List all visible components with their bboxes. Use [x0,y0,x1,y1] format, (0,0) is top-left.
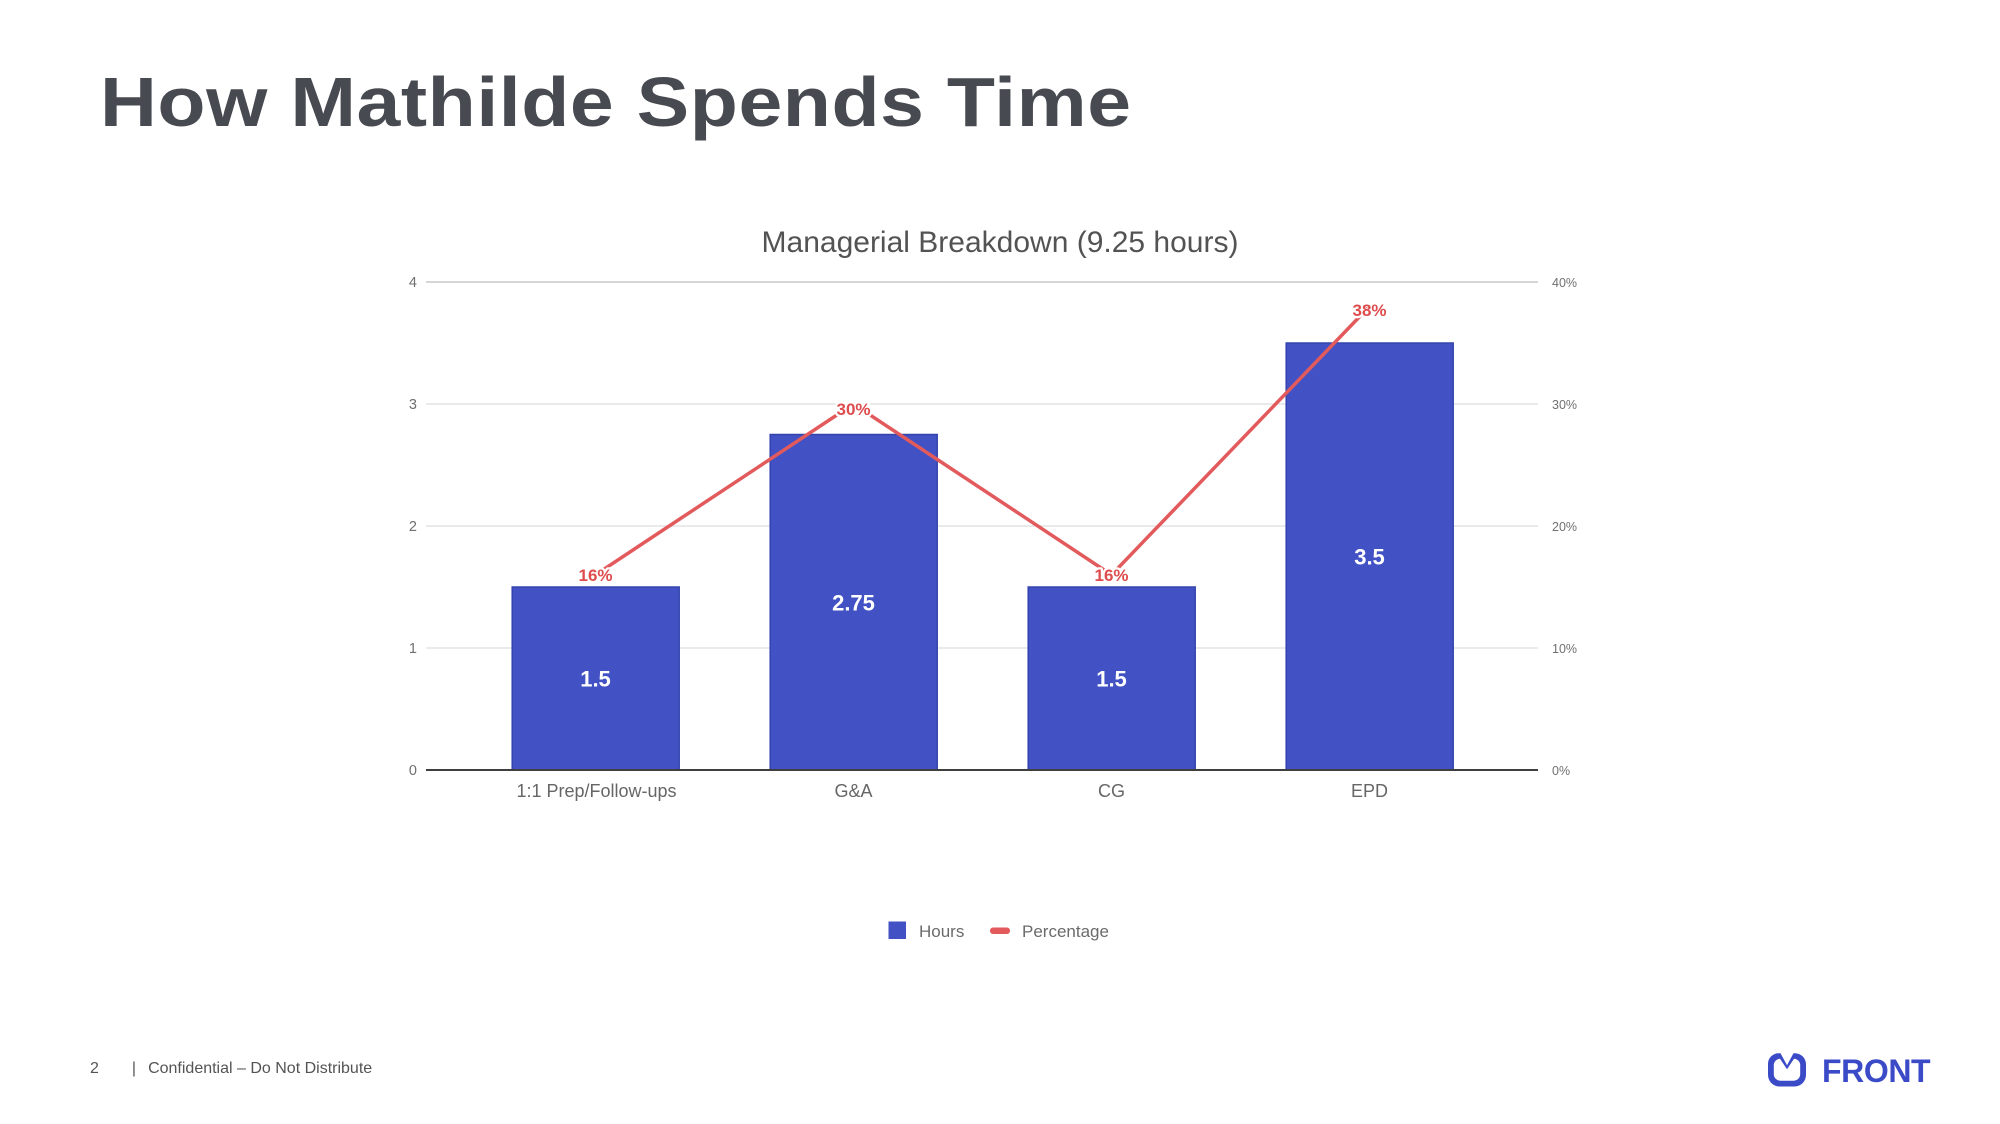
svg-text:3.5: 3.5 [1354,545,1385,570]
svg-text:Percentage: Percentage [1022,922,1109,941]
svg-text:10%: 10% [1552,642,1577,656]
svg-text:4: 4 [409,275,417,291]
svg-text:EPD: EPD [1351,781,1388,801]
svg-text:Hours: Hours [919,922,964,941]
svg-text:1.5: 1.5 [580,667,611,692]
svg-text:30%: 30% [1552,398,1577,412]
svg-text:16%: 16% [578,566,612,585]
svg-text:1.5: 1.5 [1096,667,1127,692]
svg-text:1:1 Prep/Follow-ups: 1:1 Prep/Follow-ups [516,781,676,801]
svg-text:CG: CG [1098,781,1125,801]
svg-text:Managerial Breakdown (9.25 hou: Managerial Breakdown (9.25 hours) [762,226,1239,259]
svg-text:2: 2 [409,519,417,535]
svg-text:30%: 30% [836,400,870,419]
svg-text:FRONT: FRONT [1822,1053,1931,1089]
svg-text:3: 3 [409,397,417,413]
svg-text:0: 0 [409,763,417,779]
svg-text:1: 1 [409,641,417,657]
svg-text:16%: 16% [1094,566,1128,585]
svg-text:0%: 0% [1552,764,1570,778]
svg-text:38%: 38% [1352,301,1386,320]
svg-text:2.75: 2.75 [832,591,875,616]
svg-text:G&A: G&A [834,781,872,801]
svg-text:40%: 40% [1552,276,1577,290]
svg-text:20%: 20% [1552,520,1577,534]
